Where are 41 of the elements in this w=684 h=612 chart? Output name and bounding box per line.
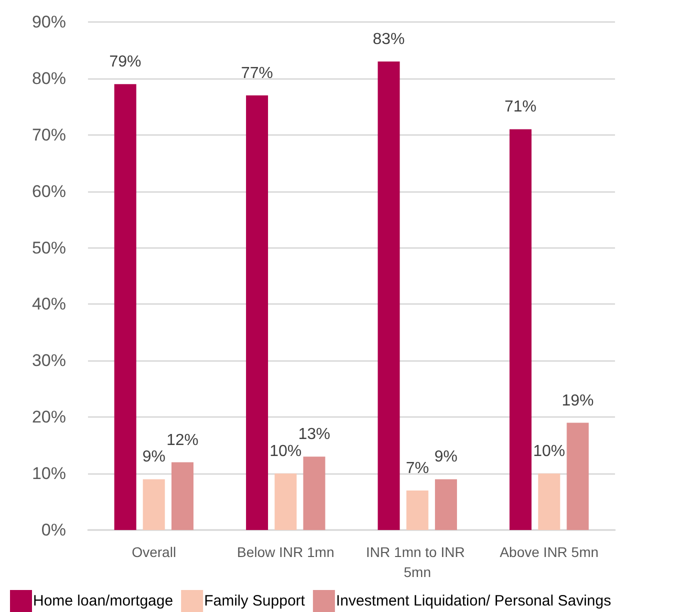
- data-label: 9%: [142, 448, 166, 466]
- bar: [406, 490, 428, 530]
- bar: [378, 62, 400, 530]
- bar: [566, 422, 589, 530]
- data-label: 7%: [406, 460, 429, 477]
- legend-label: Investment Liquidation/ Personal Savings: [336, 592, 612, 610]
- x-tick-label: Below INR 1mn: [236, 544, 334, 560]
- data-label: 77%: [241, 64, 274, 82]
- legend-label: Family Support: [204, 592, 306, 610]
- bar: [510, 129, 532, 530]
- y-tick-label: 20%: [32, 408, 66, 427]
- bar: [171, 462, 194, 530]
- y-tick-label: 90%: [32, 12, 66, 32]
- data-label: 71%: [504, 98, 537, 116]
- x-tick-label: Overall: [132, 544, 176, 560]
- data-label: 10%: [533, 443, 566, 460]
- y-tick-label: 80%: [32, 68, 66, 88]
- data-label: 12%: [166, 432, 198, 449]
- y-tick-label: 10%: [32, 464, 66, 484]
- x-tick-label: Above INR 5mn: [500, 544, 599, 560]
- bar: [142, 479, 165, 530]
- bar: [114, 84, 136, 530]
- data-label: 10%: [270, 443, 302, 460]
- data-label: 13%: [298, 426, 330, 444]
- y-tick-label: 0%: [41, 520, 66, 540]
- x-tick-label: INR 1mn to INR 5mn: [366, 544, 469, 580]
- data-label: 83%: [372, 31, 405, 48]
- data-label: 9%: [434, 448, 458, 466]
- legend-label: Home loan/mortgage: [33, 592, 174, 610]
- bar: [434, 479, 457, 530]
- data-label: 79%: [109, 54, 142, 71]
- y-tick-label: 40%: [32, 294, 66, 314]
- data-label: 19%: [562, 392, 594, 410]
- y-tick-label: 30%: [32, 351, 66, 370]
- y-tick-label: 50%: [32, 238, 66, 258]
- bar: [303, 456, 326, 530]
- y-tick-label: 70%: [32, 125, 66, 144]
- bar: [538, 474, 560, 530]
- bar: [246, 95, 268, 530]
- y-tick-label: 60%: [32, 182, 66, 201]
- bar: [274, 474, 297, 530]
